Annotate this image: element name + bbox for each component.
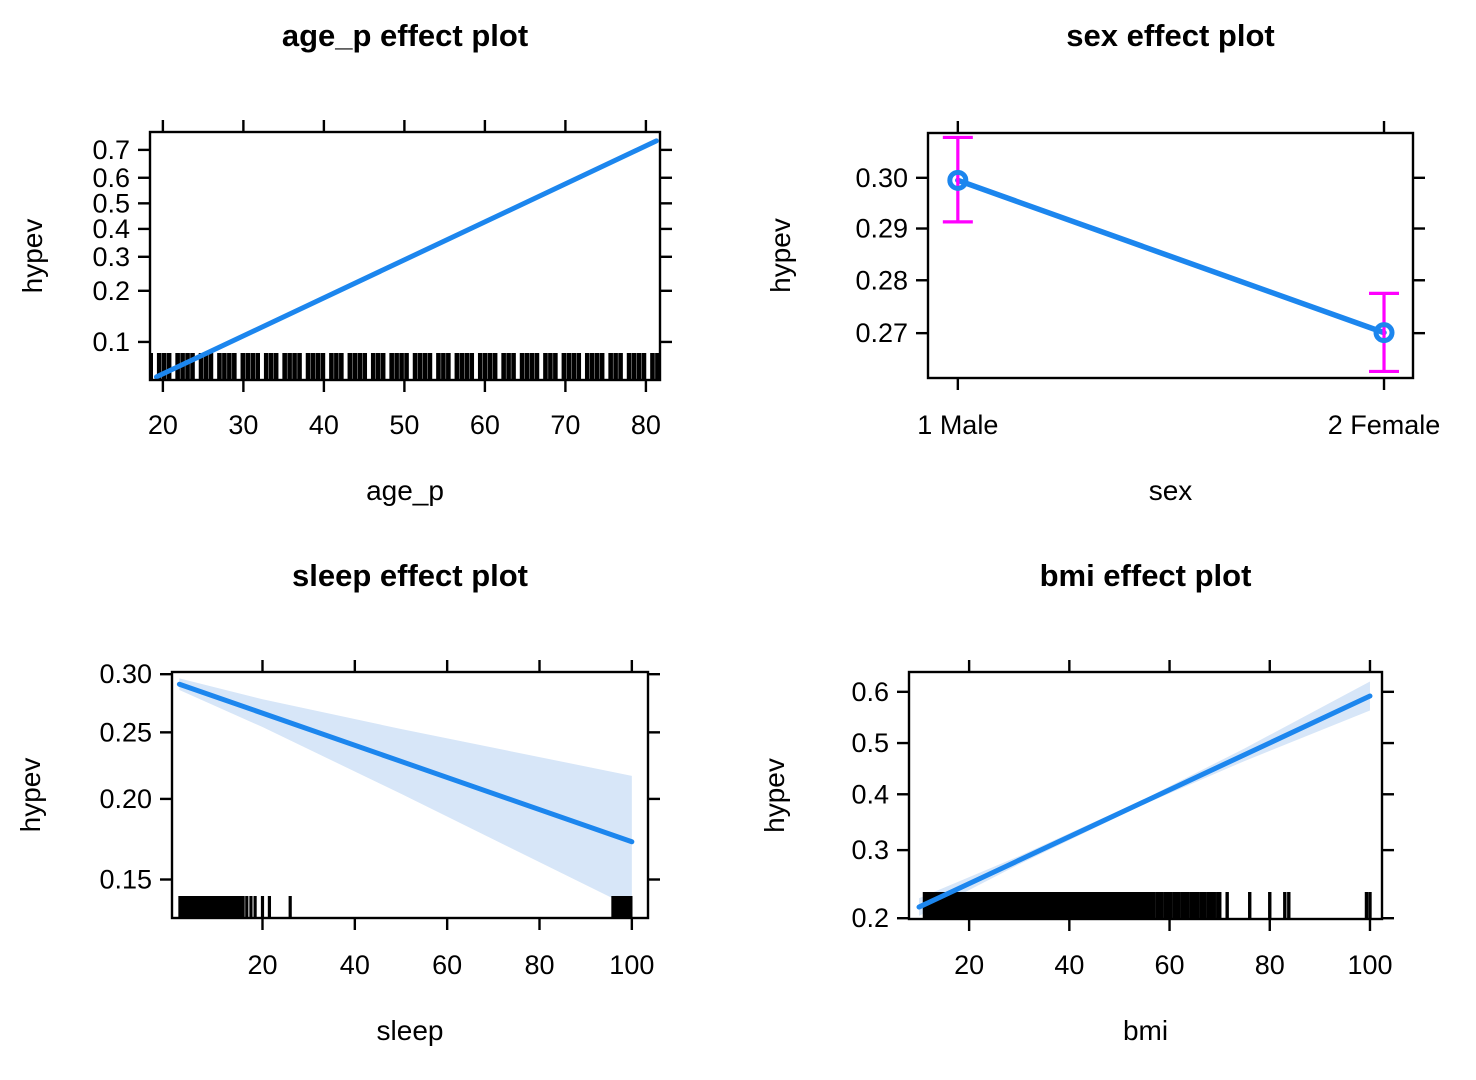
x-axis-ticks bbox=[967, 660, 1372, 931]
y-axis-ticks bbox=[138, 148, 672, 344]
y-tick-label: 0.6 bbox=[92, 163, 130, 193]
y-tick-label: 0.2 bbox=[92, 276, 130, 306]
rug-sleep bbox=[178, 896, 633, 917]
y-tick-label: 0.4 bbox=[92, 214, 130, 244]
x-tick-label: 2 Female bbox=[1328, 410, 1441, 440]
x-axis-ticks bbox=[956, 121, 1386, 390]
x-tick-label: 40 bbox=[309, 410, 339, 440]
y-tick-label: 0.5 bbox=[851, 728, 889, 758]
x-tick-label: 80 bbox=[1255, 950, 1285, 980]
rug-age_p bbox=[150, 353, 660, 379]
plot-box bbox=[926, 131, 1415, 380]
x-tick-label: 20 bbox=[954, 950, 984, 980]
x-tick-label: 60 bbox=[432, 950, 462, 980]
y-axis-label: hypev bbox=[759, 758, 790, 833]
y-tick-label: 0.25 bbox=[99, 717, 152, 747]
y-axis-label: hypev bbox=[15, 758, 46, 833]
plot-box bbox=[170, 670, 650, 920]
y-tick-label: 0.1 bbox=[92, 327, 130, 357]
x-axis-ticks bbox=[261, 660, 634, 930]
y-tick-label: 0.30 bbox=[855, 163, 908, 193]
panel-title: bmi effect plot bbox=[1040, 558, 1252, 593]
x-axis-ticks bbox=[161, 120, 648, 392]
error-bar-sex bbox=[942, 135, 973, 224]
y-tick-label: 0.3 bbox=[92, 242, 130, 272]
panel-title: sleep effect plot bbox=[292, 558, 528, 593]
y-tick-label: 0.5 bbox=[92, 188, 130, 218]
error-bar-sex bbox=[1369, 291, 1400, 374]
x-tick-label: 1 Male bbox=[917, 410, 998, 440]
x-tick-label: 60 bbox=[1155, 950, 1185, 980]
y-tick-label: 0.2 bbox=[851, 903, 889, 933]
x-tick-label: 100 bbox=[609, 950, 654, 980]
panel-sleep: 20 40 60 80 100 0.15 0.20 0.25 0.30 sleep effect … bbox=[15, 558, 660, 1046]
y-axis-ticks bbox=[160, 672, 660, 881]
effect-line-sex bbox=[955, 177, 1387, 336]
y-tick-label: 0.30 bbox=[99, 659, 152, 689]
x-tick-label: 70 bbox=[550, 410, 580, 440]
x-tick-label: 30 bbox=[228, 410, 258, 440]
confidence-band-bmi bbox=[919, 681, 1370, 916]
x-axis-label: sleep bbox=[377, 1015, 444, 1046]
panel-sex: 1 Male 2 Female 0.27 0.28 0.29 0.30 sex effect… bbox=[765, 18, 1441, 506]
x-axis-label: age_p bbox=[366, 475, 444, 506]
y-tick-label: 0.7 bbox=[92, 135, 130, 165]
y-tick-label: 0.27 bbox=[855, 318, 908, 348]
effect-point-sex bbox=[1373, 322, 1395, 344]
panel-title: sex effect plot bbox=[1066, 18, 1274, 53]
x-tick-label: 20 bbox=[148, 410, 178, 440]
y-tick-label: 0.3 bbox=[851, 835, 889, 865]
y-axis-ticks bbox=[897, 690, 1394, 920]
y-axis-label: hypev bbox=[765, 218, 796, 293]
y-tick-label: 0.6 bbox=[851, 677, 889, 707]
y-tick-label: 0.29 bbox=[855, 214, 908, 244]
y-tick-label: 0.28 bbox=[855, 265, 908, 295]
x-tick-label: 80 bbox=[524, 950, 554, 980]
effect-line-bmi bbox=[916, 693, 1373, 910]
y-tick-label: 0.4 bbox=[851, 779, 889, 809]
panel-age_p: 20 30 40 50 60 70 80 0.1 0.2 0.30.40.50.60.7 age_p… bbox=[17, 18, 672, 506]
confidence-band-sleep bbox=[179, 678, 632, 908]
x-tick-label: 60 bbox=[470, 410, 500, 440]
plot-box bbox=[907, 670, 1384, 921]
x-tick-label: 100 bbox=[1347, 950, 1392, 980]
effect-line-sleep bbox=[176, 681, 635, 845]
x-axis-label: sex bbox=[1149, 475, 1193, 506]
panel-title: age_p effect plot bbox=[282, 18, 528, 53]
x-tick-label: 40 bbox=[1054, 950, 1084, 980]
y-axis-label: hypev bbox=[17, 219, 48, 294]
x-tick-label: 80 bbox=[631, 410, 661, 440]
x-tick-label: 50 bbox=[389, 410, 419, 440]
effect-line-age_p bbox=[153, 138, 659, 380]
y-tick-label: 0.15 bbox=[99, 865, 152, 895]
y-tick-label: 0.20 bbox=[99, 784, 152, 814]
x-axis-label: bmi bbox=[1123, 1015, 1168, 1046]
rug-bmi bbox=[922, 892, 1372, 918]
effect-point-sex bbox=[947, 169, 969, 191]
x-tick-label: 20 bbox=[247, 950, 277, 980]
panel-bmi: 20 40 60 80 100 0.2 0.3 0.4 0.5 0.6 bmi effect plo… bbox=[759, 558, 1394, 1046]
y-axis-ticks bbox=[916, 176, 1425, 335]
x-tick-label: 40 bbox=[340, 950, 370, 980]
